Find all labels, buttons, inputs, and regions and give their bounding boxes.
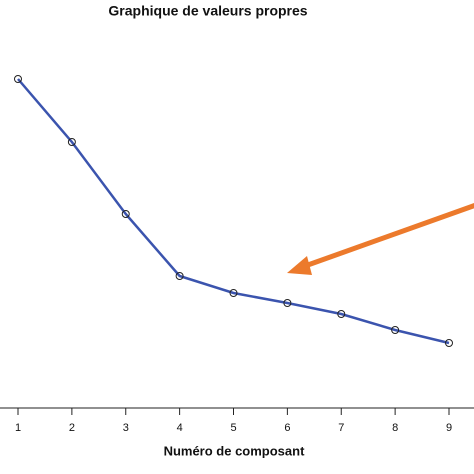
x-tick-label: 5 <box>230 422 236 434</box>
x-tick-label: 7 <box>338 422 344 434</box>
point <box>67 138 76 146</box>
x-tick-label: 6 <box>284 422 290 434</box>
point <box>121 210 130 218</box>
x-tick-label: 3 <box>123 422 129 434</box>
point <box>391 326 400 334</box>
x-tick-label: 4 <box>177 422 183 434</box>
x-tick-label: 2 <box>69 422 75 434</box>
annotation-arrow <box>287 203 474 275</box>
point <box>283 299 292 307</box>
series-line <box>17 78 450 345</box>
point <box>445 339 453 347</box>
arrow-head <box>287 256 312 275</box>
x-tick-label: 8 <box>392 422 398 434</box>
x-tick-label: 1 <box>15 422 21 434</box>
arrow-shaft <box>304 203 474 269</box>
point <box>337 310 346 318</box>
point <box>14 75 22 83</box>
point <box>175 272 184 280</box>
x-axis-title: Numéro de composant <box>164 443 306 458</box>
chart-title: Graphique de valeurs propres <box>108 3 307 19</box>
point <box>229 289 238 297</box>
x-tick-label: 9 <box>446 422 452 434</box>
